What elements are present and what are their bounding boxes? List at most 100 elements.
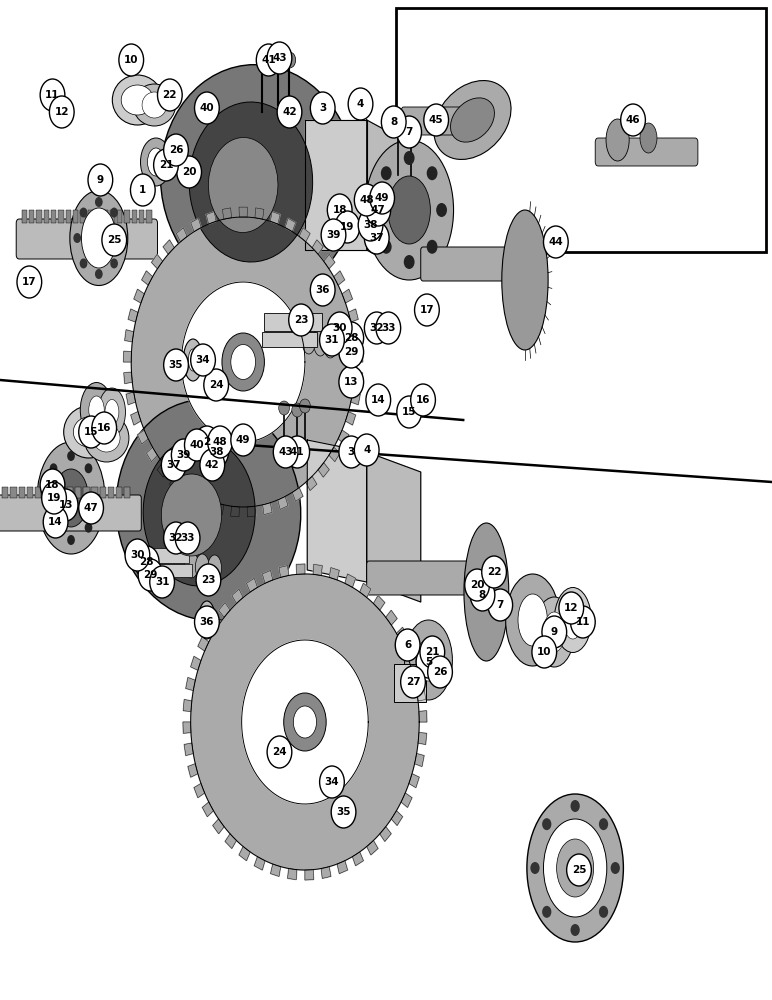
Bar xyxy=(10,487,17,498)
Bar xyxy=(58,210,63,223)
Polygon shape xyxy=(374,596,384,610)
Polygon shape xyxy=(185,743,193,756)
Polygon shape xyxy=(186,677,195,691)
Bar xyxy=(76,487,82,498)
Polygon shape xyxy=(334,271,344,285)
Text: 12: 12 xyxy=(564,603,578,613)
Ellipse shape xyxy=(640,123,657,153)
Polygon shape xyxy=(419,711,427,722)
Circle shape xyxy=(110,258,118,268)
Ellipse shape xyxy=(388,176,431,244)
FancyBboxPatch shape xyxy=(421,247,526,281)
Circle shape xyxy=(119,44,144,76)
Polygon shape xyxy=(353,330,361,342)
Ellipse shape xyxy=(527,794,623,942)
Polygon shape xyxy=(137,430,148,444)
Ellipse shape xyxy=(142,92,167,118)
Circle shape xyxy=(171,439,196,471)
Polygon shape xyxy=(288,868,296,880)
Ellipse shape xyxy=(195,554,209,580)
Polygon shape xyxy=(183,488,194,501)
Bar xyxy=(396,8,766,252)
Circle shape xyxy=(49,523,57,533)
Bar xyxy=(139,210,144,223)
Circle shape xyxy=(416,646,441,678)
Polygon shape xyxy=(348,309,358,322)
Text: 39: 39 xyxy=(327,230,340,240)
Circle shape xyxy=(49,96,74,128)
Text: 7: 7 xyxy=(496,600,504,610)
Circle shape xyxy=(164,349,188,381)
Polygon shape xyxy=(329,447,340,462)
Polygon shape xyxy=(191,656,201,670)
Circle shape xyxy=(196,564,221,596)
Circle shape xyxy=(272,47,284,63)
Circle shape xyxy=(397,116,422,148)
Circle shape xyxy=(339,336,364,368)
Circle shape xyxy=(204,436,229,468)
Circle shape xyxy=(49,463,57,473)
Polygon shape xyxy=(354,372,363,384)
Ellipse shape xyxy=(464,523,509,661)
Ellipse shape xyxy=(93,424,120,452)
Circle shape xyxy=(88,164,113,196)
Polygon shape xyxy=(183,722,191,733)
Text: 31: 31 xyxy=(325,335,339,345)
Circle shape xyxy=(354,434,379,466)
Circle shape xyxy=(17,266,42,298)
Polygon shape xyxy=(239,847,250,861)
Text: 17: 17 xyxy=(420,305,434,315)
Polygon shape xyxy=(170,476,181,491)
Bar xyxy=(73,210,79,223)
FancyBboxPatch shape xyxy=(367,561,487,595)
Bar xyxy=(36,210,42,223)
Circle shape xyxy=(117,233,124,243)
Ellipse shape xyxy=(143,438,256,586)
Polygon shape xyxy=(225,834,236,848)
Circle shape xyxy=(310,92,335,124)
Ellipse shape xyxy=(141,138,171,186)
Polygon shape xyxy=(157,463,168,477)
Circle shape xyxy=(599,906,608,918)
Ellipse shape xyxy=(543,612,565,652)
Circle shape xyxy=(415,294,439,326)
Circle shape xyxy=(339,322,364,354)
FancyBboxPatch shape xyxy=(595,138,698,166)
Circle shape xyxy=(53,489,78,521)
Text: 1: 1 xyxy=(139,185,147,195)
Circle shape xyxy=(80,258,87,268)
Circle shape xyxy=(542,616,567,648)
Circle shape xyxy=(428,656,452,688)
Circle shape xyxy=(92,493,100,503)
Text: 20: 20 xyxy=(182,167,196,177)
Text: 29: 29 xyxy=(344,347,358,357)
Ellipse shape xyxy=(89,396,104,424)
Text: 42: 42 xyxy=(205,460,219,470)
Circle shape xyxy=(404,255,415,269)
Polygon shape xyxy=(206,212,216,224)
Ellipse shape xyxy=(451,98,494,142)
Circle shape xyxy=(320,324,344,356)
Circle shape xyxy=(79,416,103,448)
Circle shape xyxy=(370,182,394,214)
Bar xyxy=(22,210,27,223)
Polygon shape xyxy=(163,240,174,254)
Circle shape xyxy=(406,129,415,141)
Circle shape xyxy=(177,156,201,188)
Polygon shape xyxy=(131,217,355,507)
Ellipse shape xyxy=(82,208,116,268)
Polygon shape xyxy=(128,309,138,322)
FancyBboxPatch shape xyxy=(0,495,141,531)
Polygon shape xyxy=(270,212,280,224)
Text: 4: 4 xyxy=(363,445,371,455)
Polygon shape xyxy=(329,568,340,580)
Circle shape xyxy=(285,436,310,468)
Bar xyxy=(43,210,49,223)
Circle shape xyxy=(256,44,281,76)
Polygon shape xyxy=(352,852,364,866)
Polygon shape xyxy=(232,589,243,604)
Polygon shape xyxy=(242,640,368,804)
Polygon shape xyxy=(198,496,208,509)
Circle shape xyxy=(130,174,155,206)
Circle shape xyxy=(331,796,356,828)
